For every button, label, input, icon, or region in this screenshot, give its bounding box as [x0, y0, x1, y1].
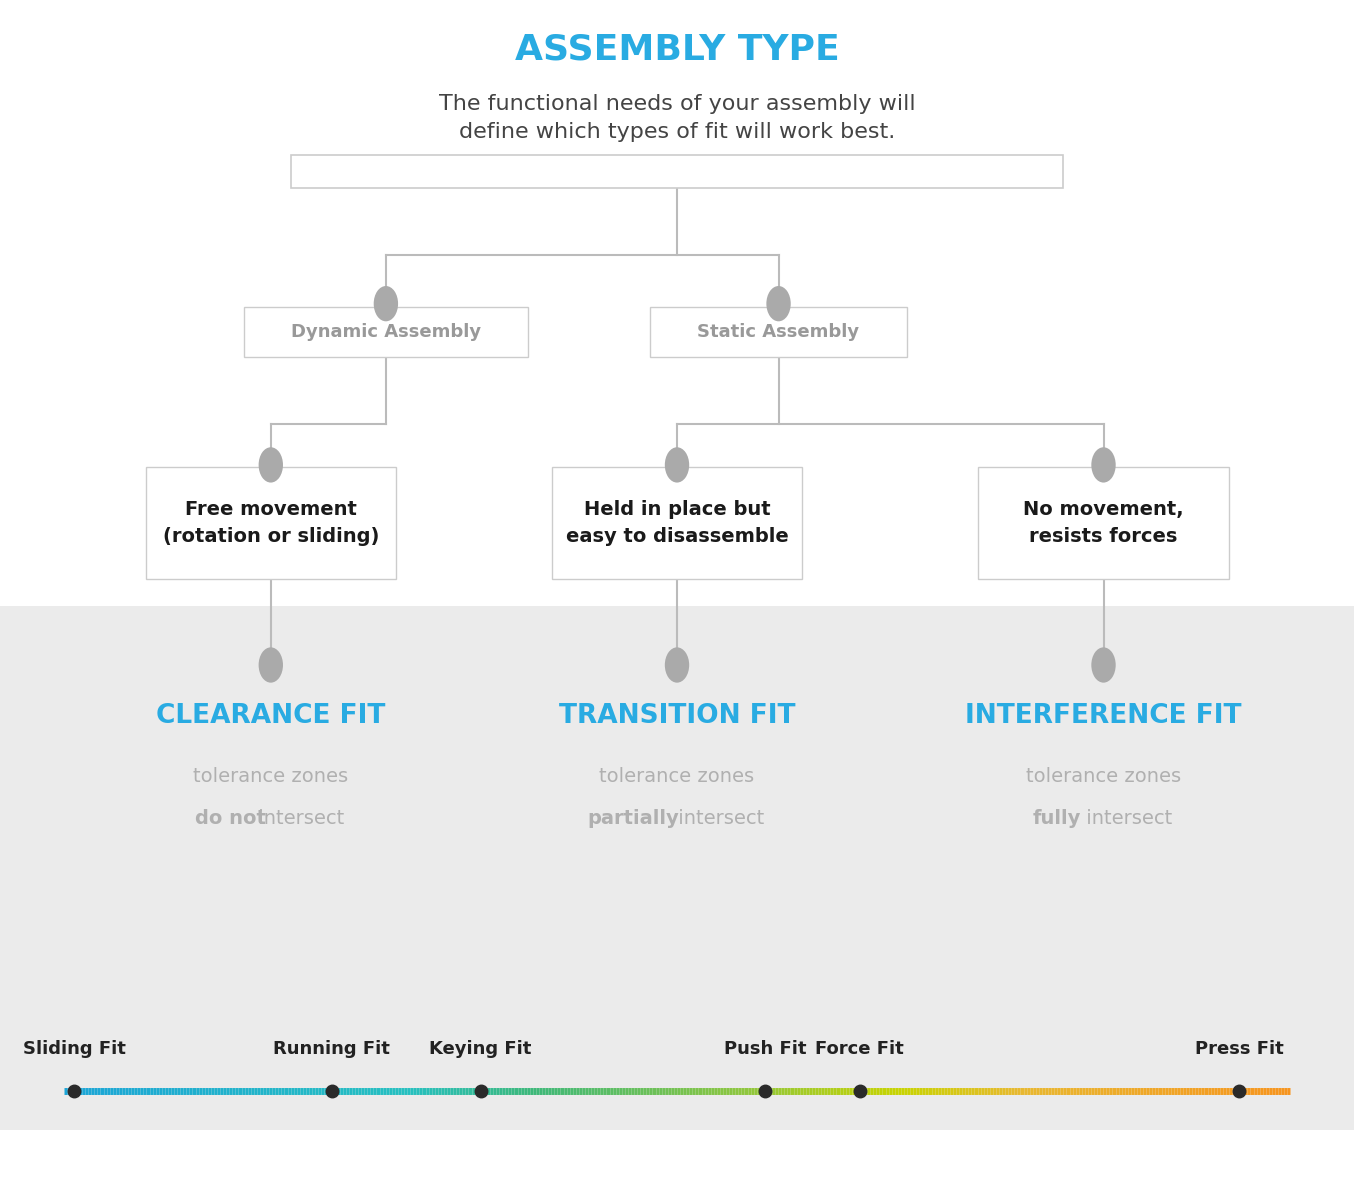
Text: Push Fit: Push Fit — [724, 1040, 806, 1058]
Text: No movement,
resists forces: No movement, resists forces — [1024, 500, 1183, 546]
Text: Dynamic Assembly: Dynamic Assembly — [291, 322, 481, 341]
FancyBboxPatch shape — [978, 467, 1229, 579]
Text: intersect: intersect — [252, 809, 344, 827]
Ellipse shape — [1091, 647, 1116, 683]
Ellipse shape — [259, 447, 283, 483]
Text: tolerance zones: tolerance zones — [1026, 767, 1181, 786]
Text: Press Fit: Press Fit — [1194, 1040, 1284, 1058]
Ellipse shape — [665, 647, 689, 683]
FancyBboxPatch shape — [0, 606, 1354, 1130]
Text: do not: do not — [195, 809, 265, 827]
FancyBboxPatch shape — [291, 155, 1063, 188]
Text: tolerance zones: tolerance zones — [600, 767, 754, 786]
Text: The functional needs of your assembly will: The functional needs of your assembly wi… — [439, 94, 915, 113]
Text: Sliding Fit: Sliding Fit — [23, 1040, 126, 1058]
Ellipse shape — [766, 286, 791, 321]
Text: ASSEMBLY TYPE: ASSEMBLY TYPE — [515, 33, 839, 66]
FancyBboxPatch shape — [146, 467, 395, 579]
FancyBboxPatch shape — [552, 467, 802, 579]
Text: tolerance zones: tolerance zones — [194, 767, 348, 786]
Text: TRANSITION FIT: TRANSITION FIT — [559, 703, 795, 729]
Text: Running Fit: Running Fit — [274, 1040, 390, 1058]
Text: Static Assembly: Static Assembly — [697, 322, 860, 341]
Text: fully: fully — [1033, 809, 1080, 827]
Text: partially: partially — [588, 809, 678, 827]
FancyBboxPatch shape — [244, 307, 528, 357]
Text: intersect: intersect — [1080, 809, 1173, 827]
Text: INTERFERENCE FIT: INTERFERENCE FIT — [965, 703, 1242, 729]
Ellipse shape — [259, 647, 283, 683]
Text: Keying Fit: Keying Fit — [429, 1040, 532, 1058]
Ellipse shape — [1091, 447, 1116, 483]
Text: define which types of fit will work best.: define which types of fit will work best… — [459, 122, 895, 141]
Text: CLEARANCE FIT: CLEARANCE FIT — [156, 703, 386, 729]
Ellipse shape — [374, 286, 398, 321]
Text: Free movement
(rotation or sliding): Free movement (rotation or sliding) — [162, 500, 379, 546]
FancyBboxPatch shape — [650, 307, 907, 357]
Ellipse shape — [665, 447, 689, 483]
Text: Held in place but
easy to disassemble: Held in place but easy to disassemble — [566, 500, 788, 546]
Text: intersect: intersect — [672, 809, 765, 827]
Text: Force Fit: Force Fit — [815, 1040, 904, 1058]
